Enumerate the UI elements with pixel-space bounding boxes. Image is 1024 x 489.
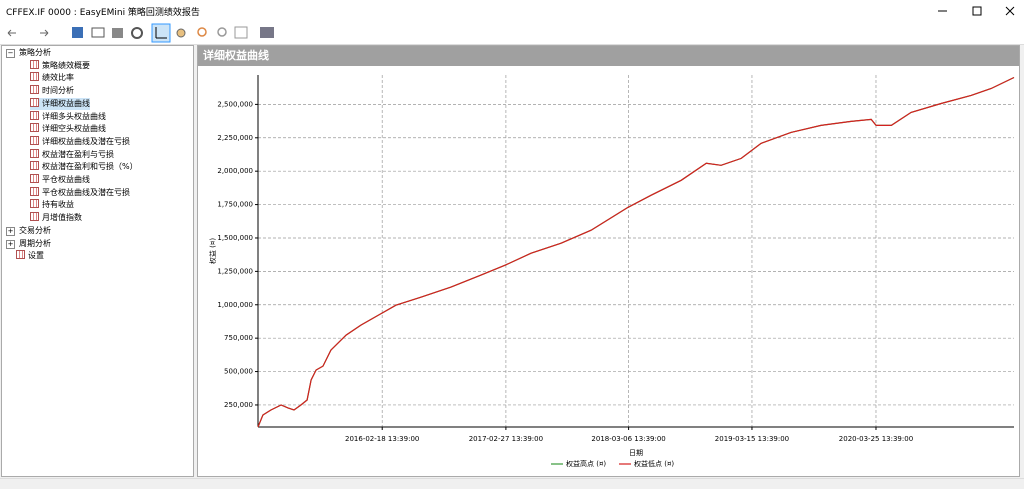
tree-item[interactable]: 权益潜在盈利和亏损（%） <box>30 161 138 173</box>
print-button[interactable] <box>112 28 123 38</box>
zoom-out-button[interactable] <box>217 27 227 37</box>
crosshair-icon <box>155 27 167 39</box>
close-button[interactable] <box>1005 6 1015 16</box>
tree-item[interactable]: 详细多头权益曲线 <box>30 110 106 123</box>
tree-item[interactable]: 策略绩效概要 <box>30 59 90 72</box>
x-axis-label: 日期 <box>629 449 643 457</box>
legend-label: 权益低点 (¤) <box>634 459 674 468</box>
legend-label: 权益高点 (¤) <box>566 459 606 468</box>
tree-label: 策略绩效概要 <box>42 60 90 70</box>
chart-panel: 详细权益曲线 250,000 500,000 750,000 1,000,000 1,2… <box>197 45 1020 477</box>
tree-label: 月增值指数 <box>42 213 82 223</box>
chart: 250,000 500,000 750,000 1,000,000 1,250,000 1… <box>208 75 1015 468</box>
zoom-in-button[interactable] <box>197 27 207 37</box>
equity-line <box>257 76 1015 428</box>
settings-button[interactable] <box>131 27 143 39</box>
tree-label: 策略分析 <box>19 48 51 57</box>
y-tick-label: 1,000,000 <box>217 301 253 309</box>
window-controls <box>938 6 1015 16</box>
copy-button[interactable] <box>91 27 105 38</box>
tree-label: 设置 <box>28 251 44 261</box>
forward-button[interactable] <box>40 29 49 37</box>
tree-label: 详细权益曲线 <box>42 98 90 108</box>
x-tick-label: 2018-03-06 13:39:00 <box>591 435 665 443</box>
y-tick-label: 1,500,000 <box>217 234 253 242</box>
tree-label: 平仓权益曲线及潜在亏损 <box>42 187 130 197</box>
y-tick-label: 1,750,000 <box>217 201 253 209</box>
tree-label: 时间分析 <box>42 86 74 96</box>
tree-item[interactable]: + 周期分析 <box>6 238 51 249</box>
tree-item[interactable]: 持有收益 <box>30 199 74 211</box>
tree-label: 权益潜在盈利和亏损（%） <box>42 162 138 172</box>
y-tick-label: 500,000 <box>224 368 253 376</box>
tree-item[interactable]: 月增值指数 <box>30 212 82 224</box>
chart-button[interactable] <box>260 27 274 38</box>
tree-label: 详细空头权益曲线 <box>42 124 106 134</box>
tree-item[interactable]: 详细空头权益曲线 <box>30 123 106 135</box>
y-tick-label: 1,250,000 <box>217 267 253 275</box>
save-button[interactable] <box>72 27 83 38</box>
tree-item[interactable]: 权益潜在盈利与亏损 <box>30 148 114 161</box>
x-tick-label: 2017-02-27 13:39:00 <box>469 435 543 443</box>
maximize-button[interactable] <box>972 6 982 16</box>
status-bar <box>0 478 1024 489</box>
tree-item[interactable]: 平仓权益曲线 <box>30 174 90 186</box>
tree-item[interactable]: − 策略分析 <box>6 48 51 58</box>
tree-item[interactable]: + 交易分析 <box>6 225 51 236</box>
tree-item[interactable]: 详细权益曲线及潜在亏损 <box>30 135 130 148</box>
x-tick-label: 2019-03-15 13:39:00 <box>715 435 789 443</box>
x-tick-label: 2016-02-18 13:39:00 <box>345 435 419 443</box>
pan-button[interactable] <box>176 28 186 38</box>
tree-item[interactable]: 平仓权益曲线及潜在亏损 <box>30 186 130 199</box>
tree-item[interactable]: 绩效比率 <box>30 72 74 84</box>
y-axis-label: 权益 (¤) <box>208 238 217 264</box>
toolbar <box>0 22 1024 45</box>
tree-label: 权益潜在盈利与亏损 <box>42 149 114 159</box>
y-tick-label: 250,000 <box>224 401 253 409</box>
tree-label: 平仓权益曲线 <box>42 175 90 184</box>
panel-title: 详细权益曲线 <box>198 46 1019 66</box>
y-tick-label: 2,500,000 <box>217 100 253 108</box>
tree-label: 持有收益 <box>42 200 74 210</box>
y-tick-label: 750,000 <box>224 334 253 342</box>
x-tick-label: 2020-03-25 13:39:00 <box>839 435 913 443</box>
tree-item[interactable]: 详细权益曲线 <box>30 97 90 110</box>
window-title: CFFEX.IF 0000 : EasyEMini 策略回测绩效报告 <box>6 8 200 18</box>
tree-item[interactable]: 设置 <box>16 250 44 262</box>
fit-button[interactable] <box>234 26 248 39</box>
tree-label: 交易分析 <box>19 225 51 235</box>
toolbar-icons <box>7 23 274 43</box>
crosshair-button[interactable] <box>151 23 171 43</box>
tree-label: 详细权益曲线及潜在亏损 <box>42 136 130 146</box>
title-bar: CFFEX.IF 0000 : EasyEMini 策略回测绩效报告 <box>0 0 1024 22</box>
y-tick-label: 2,250,000 <box>217 134 253 142</box>
tree-panel: − 策略分析策略绩效概要 绩效比率时间分析详细权益曲线详细多头权益曲线 详细空头权益曲… <box>1 45 194 477</box>
back-button[interactable] <box>7 29 16 37</box>
equity-line <box>257 76 1015 428</box>
tree-item[interactable]: 时间分析 <box>30 85 74 97</box>
y-tick-label: 2,000,000 <box>217 167 253 175</box>
tree-label: 绩效比率 <box>42 73 74 83</box>
tree-label: 详细多头权益曲线 <box>42 111 106 121</box>
tree-label: 周期分析 <box>19 238 51 248</box>
